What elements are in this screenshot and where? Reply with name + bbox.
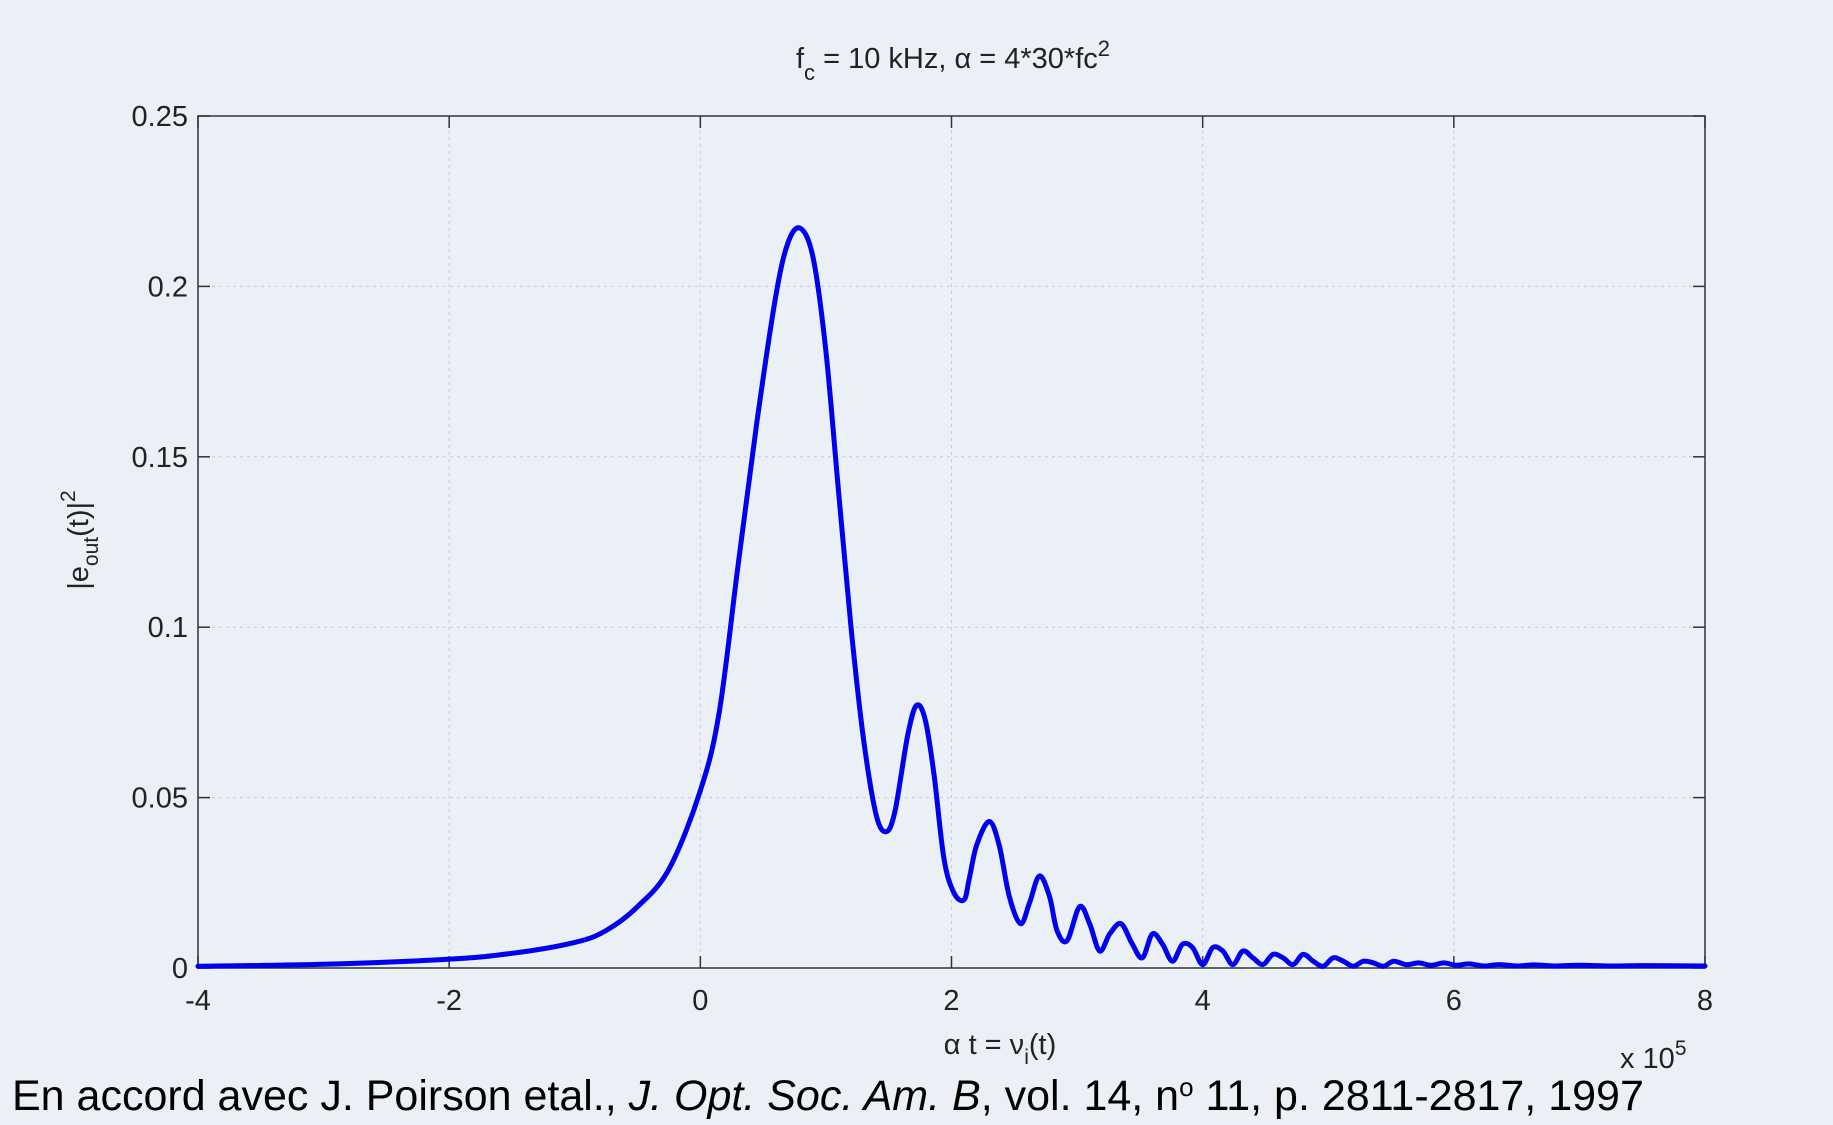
y-tick-label: 0.1 [148, 612, 188, 644]
x-tick-label: 4 [1195, 985, 1211, 1017]
plot-frame [197, 115, 1706, 969]
y-tick-label: 0.05 [132, 783, 188, 815]
tick-labels: -4 -2 0 2 4 6 8 0 0.05 0.1 0.15 0.2 0.25 [132, 101, 1714, 1017]
grid [198, 116, 1705, 968]
series-line [195, 225, 1708, 969]
x-tick-label: 8 [1697, 985, 1713, 1017]
x-tick-label: -2 [436, 985, 462, 1017]
y-tick-label: 0.25 [132, 101, 188, 133]
x-tick-label: 6 [1446, 985, 1462, 1017]
y-tick-label: 0.2 [148, 271, 188, 303]
journal-name: J. Opt. Soc. Am. B [628, 1072, 981, 1120]
x-axis-label: α t = νi(t) [944, 1029, 1056, 1069]
x-multiplier: x 105 [1620, 1037, 1687, 1075]
y-tick-label: 0.15 [132, 442, 188, 474]
y-axis-label: |eout(t)|2 [57, 490, 103, 589]
x-tick-label: 2 [943, 985, 959, 1017]
citation-caption: En accord avec J. Poirson etal., J. Opt.… [12, 1072, 1644, 1120]
y-tick-label: 0 [172, 953, 188, 985]
x-tick-label: 0 [692, 985, 708, 1017]
chart-title: fc = 10 kHz, α = 4*30*fc2 [796, 36, 1110, 85]
x-tick-label: -4 [185, 985, 211, 1017]
